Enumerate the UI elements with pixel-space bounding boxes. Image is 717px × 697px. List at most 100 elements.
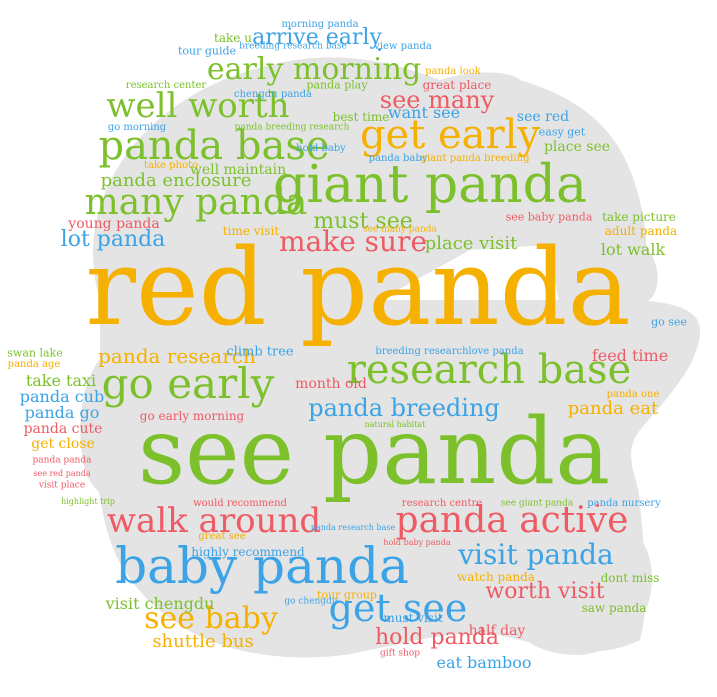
word-swan-lake: swan lake bbox=[7, 346, 63, 360]
word-great-see: great see bbox=[198, 531, 246, 542]
word-tour-guide: tour guide bbox=[177, 44, 237, 58]
word-lot-walk: lot walk bbox=[600, 240, 666, 259]
word-many-panda: many panda bbox=[84, 182, 308, 223]
word-visit-chengdu: visit chengdu bbox=[105, 594, 215, 613]
word-panda-enclosure: panda enclosure bbox=[100, 170, 252, 191]
word-red-panda: red panda bbox=[85, 226, 631, 349]
word-panda-base: panda base bbox=[98, 123, 330, 169]
word-see-panda: see panda bbox=[137, 398, 611, 505]
word-see-many: see many bbox=[379, 86, 495, 114]
word-month-old: month old bbox=[295, 376, 367, 392]
word-walk-around: walk around bbox=[106, 501, 322, 541]
word-visit-panda: visit panda bbox=[458, 538, 614, 571]
word-climb-tree: climb tree bbox=[226, 344, 294, 360]
word-gift-shop: gift shop bbox=[379, 648, 421, 659]
word-take-photo: take photo bbox=[143, 160, 199, 171]
word-young-panda: young panda bbox=[68, 216, 160, 232]
word-hold-panda: hold panda bbox=[374, 625, 500, 650]
word-panda-go: panda go bbox=[24, 403, 100, 422]
word-go-early: go early bbox=[101, 359, 275, 408]
word-research-centre: research centre bbox=[401, 498, 483, 509]
word-well-maintain: well maintain bbox=[189, 162, 287, 178]
word-eat-bamboo: eat bamboo bbox=[436, 653, 532, 672]
word-panda-research: panda research bbox=[98, 344, 256, 368]
word-panda-nursery: panda nursery bbox=[587, 498, 661, 509]
dot-mark bbox=[378, 48, 381, 51]
word-would-recommend: would recommend bbox=[193, 498, 287, 509]
word-see-giant-panda: see giant panda bbox=[500, 498, 574, 509]
word-get-see: get see bbox=[328, 586, 468, 630]
word-panda-breeding: panda breeding bbox=[308, 394, 500, 422]
word-tour-group: tour group bbox=[317, 588, 377, 602]
word-see-red: see red bbox=[516, 109, 570, 125]
word-see-baby: see baby bbox=[144, 601, 278, 636]
word-go-morning: go morning bbox=[107, 122, 167, 133]
word-visit-place: visit place bbox=[38, 480, 86, 491]
word-natural-habitat: natural habitat bbox=[364, 420, 426, 429]
word-giant-panda: giant panda bbox=[273, 155, 587, 215]
word-feed-time: feed time bbox=[591, 346, 669, 365]
word-well-worth: well worth bbox=[106, 86, 290, 126]
word-breeding-research: breeding research bbox=[375, 346, 469, 357]
word-saw-panda: saw panda bbox=[581, 601, 647, 615]
word-place-see: place see bbox=[543, 139, 611, 155]
word-panda-eat: panda eat bbox=[567, 398, 659, 419]
word-place-visit: place visit bbox=[424, 233, 518, 254]
word-want-see: want see bbox=[387, 103, 461, 122]
word-breeding-research-base: breeding research base bbox=[239, 41, 347, 52]
word-get-early: get early bbox=[359, 112, 541, 158]
word-see-red-panda: see red panda bbox=[33, 469, 91, 478]
word-panda-play: panda play bbox=[306, 78, 368, 92]
dot-mark bbox=[596, 504, 599, 507]
word-panda-look: panda look bbox=[425, 66, 481, 77]
word-panda-baby: panda baby bbox=[368, 153, 428, 164]
word-panda-age: panda age bbox=[7, 359, 61, 370]
word-great-place: great place bbox=[422, 78, 492, 92]
word-make-sure: make sure bbox=[278, 225, 428, 258]
word-take-taxi: take taxi bbox=[25, 371, 97, 390]
word-panda-active: panda active bbox=[395, 500, 629, 541]
word-see-baby-panda: see baby panda bbox=[505, 210, 593, 224]
word-easy-get: easy get bbox=[538, 125, 586, 139]
word-panda-breeding-research: panda breeding research bbox=[234, 122, 350, 133]
word-hold-baby: hold baby bbox=[296, 143, 346, 154]
word-research-base: research base bbox=[346, 347, 632, 393]
word-panda-panda: panda panda bbox=[32, 455, 92, 466]
word-highly-recommend: highly recommend bbox=[191, 545, 305, 559]
word-view-panda: view panda bbox=[374, 41, 432, 52]
word-go-see: go see bbox=[651, 315, 687, 329]
word-baby-panda: baby panda bbox=[115, 537, 409, 595]
word-take-picture: take picture bbox=[602, 210, 676, 224]
word-lot-panda: lot panda bbox=[60, 227, 166, 252]
word-go-chengdu: go chengdu bbox=[284, 596, 338, 607]
word-get-close: get close bbox=[31, 436, 95, 452]
word-adult-panda: adult panda bbox=[604, 224, 678, 238]
word-panda-cute: panda cute bbox=[23, 421, 103, 437]
word-research-center: research center bbox=[125, 80, 207, 91]
word-love-panda: love panda bbox=[468, 346, 524, 357]
word-panda-research-base: panda research base bbox=[310, 523, 396, 532]
word-panda-cub: panda cub bbox=[19, 387, 105, 406]
word-worth-visit: worth visit bbox=[485, 579, 605, 604]
word-must-visit: must visit bbox=[383, 611, 443, 625]
word-panda-one: panda one bbox=[606, 389, 660, 400]
word-shuttle-bus: shuttle bus bbox=[152, 631, 254, 652]
word-best-time: best time bbox=[332, 110, 390, 124]
word-half-day: half day bbox=[468, 623, 526, 639]
word-chengdu-panda: chengdu panda bbox=[234, 89, 312, 100]
word-time-visit: time visit bbox=[222, 224, 280, 238]
word-arrive-early: arrive early bbox=[252, 25, 382, 50]
word-watch-panda: watch panda bbox=[457, 570, 535, 584]
word-must-see: must see bbox=[313, 209, 413, 234]
word-dont-miss: dont miss bbox=[600, 571, 660, 585]
word-see-many-panda: see many panda bbox=[363, 224, 437, 235]
word-highlight-trip: highlight trip bbox=[61, 497, 115, 506]
word-go-early-morning: go early morning bbox=[139, 409, 245, 423]
word-early-morning: early morning bbox=[206, 52, 422, 87]
word-morning-panda: morning panda bbox=[281, 19, 359, 30]
word-take-u: take u bbox=[214, 31, 252, 45]
word-giant-panda-breeding: giant panda breeding bbox=[420, 153, 530, 164]
word-hold-baby-panda: hold baby panda bbox=[383, 538, 451, 547]
